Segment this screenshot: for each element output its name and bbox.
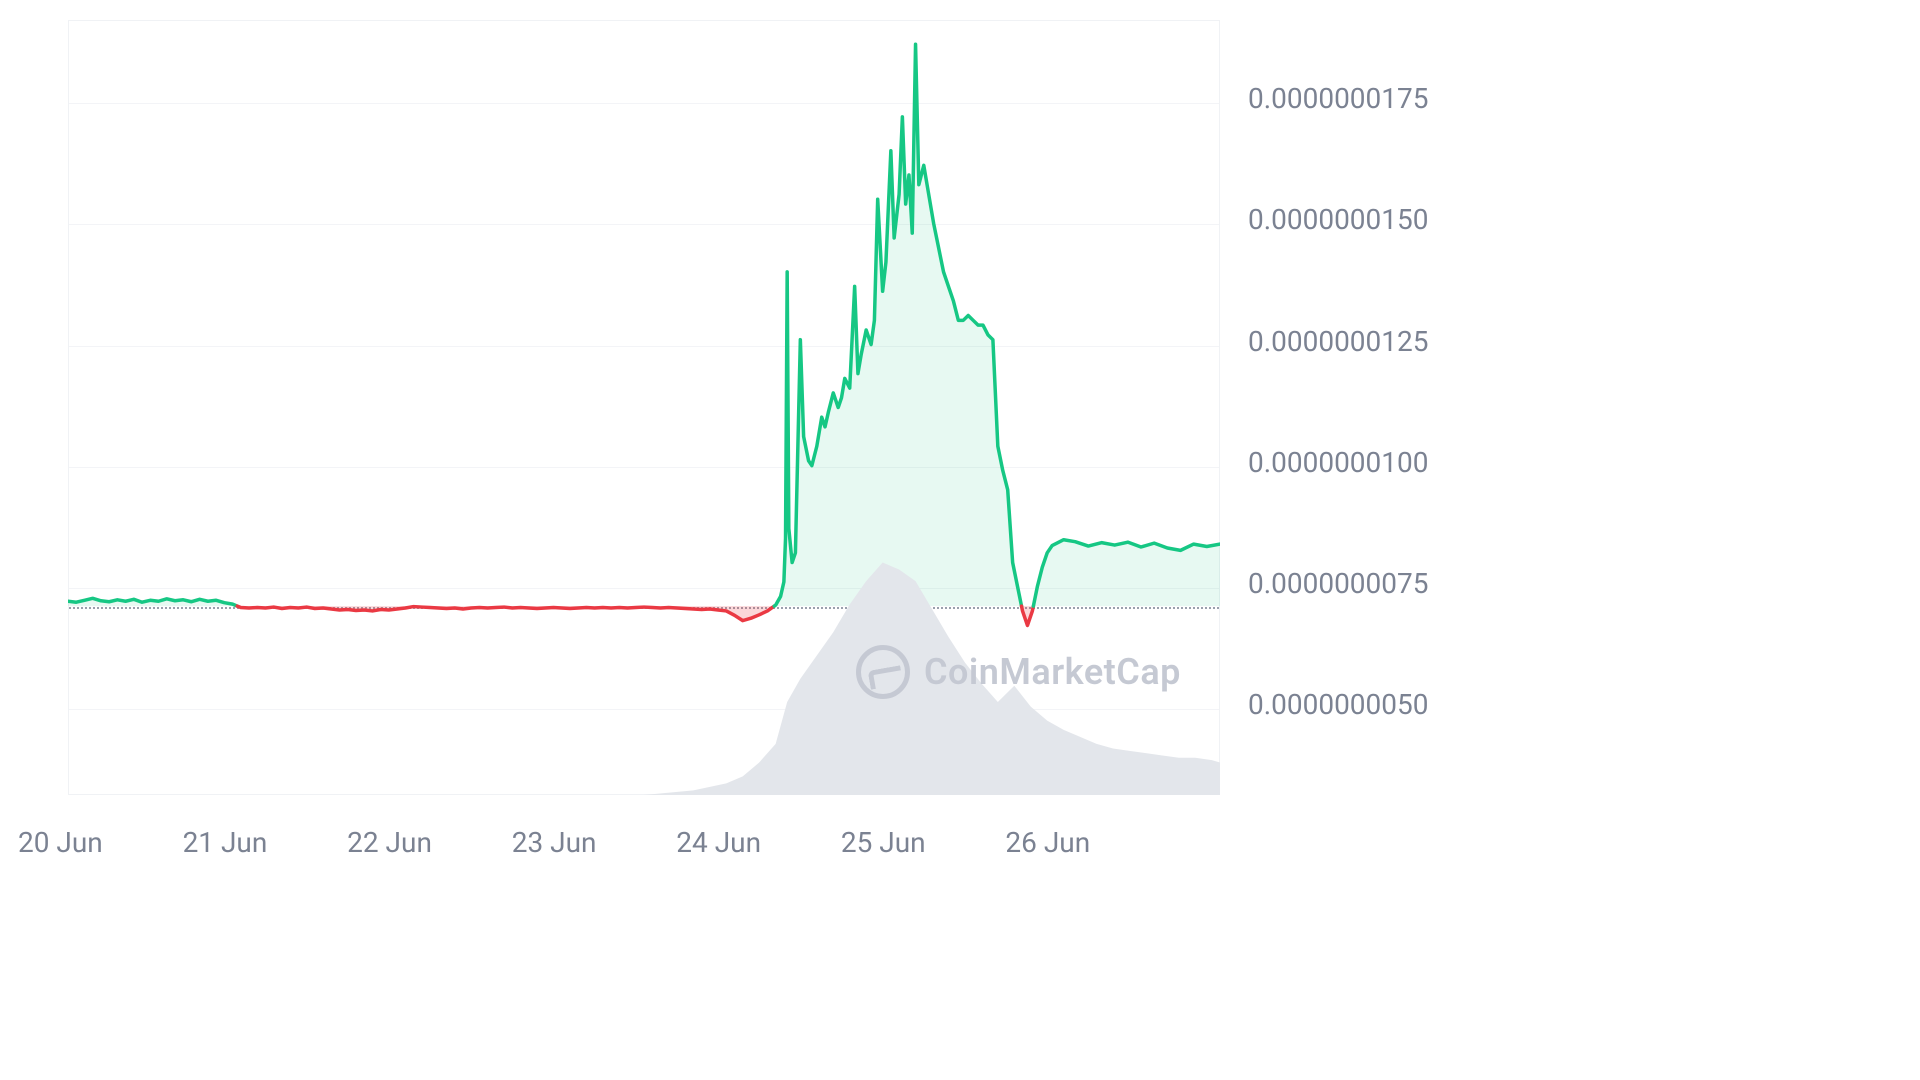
gridline (69, 709, 1219, 710)
y-axis-label: 0.0000000050 (1248, 688, 1428, 721)
gridline (69, 467, 1219, 468)
x-axis-label: 22 Jun (347, 826, 432, 859)
y-axis-label: 0.0000000075 (1248, 567, 1428, 600)
y-axis-label: 0.0000000125 (1248, 325, 1428, 358)
x-axis-label: 20 Jun (18, 826, 103, 859)
watermark-text: CoinMarketCap (924, 651, 1181, 693)
x-axis-label: 26 Jun (1005, 826, 1090, 859)
gridline (69, 346, 1219, 347)
x-axis-label: 25 Jun (841, 826, 926, 859)
gridline (69, 224, 1219, 225)
gridline (69, 103, 1219, 104)
y-axis-label: 0.0000000100 (1248, 446, 1428, 479)
x-axis-label: 21 Jun (183, 826, 268, 859)
gridline (69, 588, 1219, 589)
y-axis-label: 0.0000000175 (1248, 82, 1428, 115)
baseline (69, 607, 1219, 609)
x-axis-label: 24 Jun (676, 826, 761, 859)
watermark: CoinMarketCap (856, 645, 1181, 699)
page-root: 0.0000000050 0.0000000075 0.0000000100 0.00… (0, 0, 1920, 1080)
y-axis-label: 0.0000000150 (1248, 203, 1428, 236)
coinmarketcap-logo-icon (856, 645, 910, 699)
x-axis-label: 23 Jun (512, 826, 597, 859)
